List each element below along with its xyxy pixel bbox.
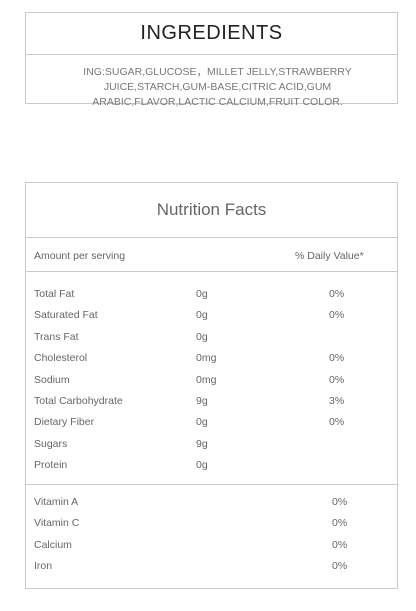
nutrient-name: Total Fat (34, 288, 75, 300)
nutrient-amount: 9g (196, 437, 208, 450)
nutrient-name: Sodium (34, 373, 70, 386)
nutrient-row: Saturated Fat 0g 0% (26, 305, 397, 326)
nutrient-daily-value: 0% (329, 309, 345, 322)
nutrient-row: Dietary Fiber 0g 0% (26, 412, 397, 433)
nutrient-row: Total Fat 0g 0% (26, 284, 397, 305)
nutrient-row: Trans Fat 0g (26, 327, 397, 348)
vitamin-daily-value: 0% (332, 538, 348, 551)
vitamin-name: Iron (34, 560, 53, 573)
nutrition-header: Nutrition Facts (26, 183, 397, 238)
nutrient-daily-value: 0% (329, 352, 345, 365)
vitamin-name: Vitamin C (34, 517, 80, 530)
nutrient-daily-value: 0% (329, 373, 345, 386)
nutrient-name: Cholesterol (34, 352, 88, 365)
nutrient-name: Total Carbohydrate (34, 394, 123, 407)
vitamin-name: Calcium (34, 538, 72, 551)
ingredients-text: ING:SUGAR,GLUCOSE，MILLET JELLY,STRAWBERR… (83, 66, 352, 108)
nutrient-amount: 0g (196, 309, 208, 322)
nutrient-amount: 0g (196, 459, 208, 472)
nutrient-name: Protein (34, 459, 68, 472)
nutrient-amount: 9g (196, 394, 208, 407)
nutrition-title: Nutrition Facts (156, 200, 267, 219)
nutrient-row: Protein 0g (26, 455, 397, 476)
nutrient-amount: 0g (196, 330, 208, 343)
daily-value-label: % Daily Value* (295, 250, 364, 262)
vitamin-name: Vitamin A (34, 496, 79, 508)
nutrient-row: Sodium 0mg 0% (26, 370, 397, 391)
nutrient-daily-value: 3% (329, 394, 345, 407)
vitamin-row: Vitamin C 0% (26, 513, 397, 534)
vitamin-daily-value: 0% (332, 517, 348, 530)
nutrient-row: Sugars 9g (26, 434, 397, 455)
nutrient-daily-value: 0% (329, 288, 345, 300)
nutrition-facts-panel: Nutrition Facts Amount per serving % Dai… (25, 182, 398, 589)
nutrient-amount: 0g (196, 416, 208, 429)
nutrient-daily-value: 0% (329, 416, 345, 429)
nutrient-name: Saturated Fat (34, 309, 98, 322)
ingredients-panel: INGREDIENTS ING:SUGAR,GLUCOSE，MILLET JEL… (25, 12, 398, 108)
vitamin-daily-value: 0% (332, 560, 348, 573)
nutrient-list: Total Fat 0g 0% Saturated Fat 0g 0% Tran… (26, 272, 397, 485)
nutrient-amount: 0mg (196, 373, 217, 386)
nutrient-amount: 0g (196, 288, 208, 300)
nutrient-name: Trans Fat (34, 330, 79, 343)
nutrient-name: Dietary Fiber (34, 416, 95, 429)
vitamin-row: Calcium 0% (26, 535, 397, 556)
nutrition-column-header: Amount per serving % Daily Value* (26, 238, 397, 272)
amount-per-serving-label: Amount per serving (34, 250, 126, 262)
vitamin-list: Vitamin A 0% Vitamin C 0% Calcium 0% Iro… (26, 485, 397, 578)
ingredients-title: INGREDIENTS (140, 22, 283, 44)
vitamin-daily-value: 0% (332, 496, 348, 508)
nutrient-row: Total Carbohydrate 9g 3% (26, 391, 397, 412)
vitamin-row: Vitamin A 0% (26, 492, 397, 513)
nutrient-name: Sugars (34, 437, 68, 450)
nutrient-row: Cholesterol 0mg 0% (26, 348, 397, 369)
ingredients-header: INGREDIENTS (26, 13, 397, 55)
nutrient-amount: 0mg (196, 352, 217, 365)
vitamin-row: Iron 0% (26, 556, 397, 577)
